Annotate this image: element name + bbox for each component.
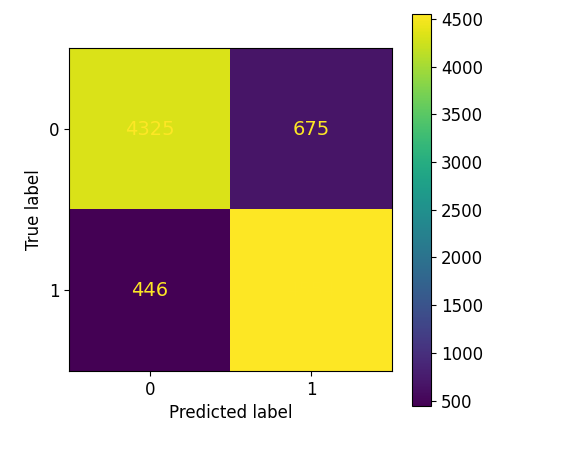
Text: 4554: 4554 bbox=[286, 281, 336, 300]
Text: 4325: 4325 bbox=[125, 119, 175, 139]
Y-axis label: True label: True label bbox=[25, 169, 43, 250]
Text: 446: 446 bbox=[131, 281, 168, 300]
Text: 675: 675 bbox=[293, 119, 329, 139]
X-axis label: Predicted label: Predicted label bbox=[169, 404, 292, 422]
